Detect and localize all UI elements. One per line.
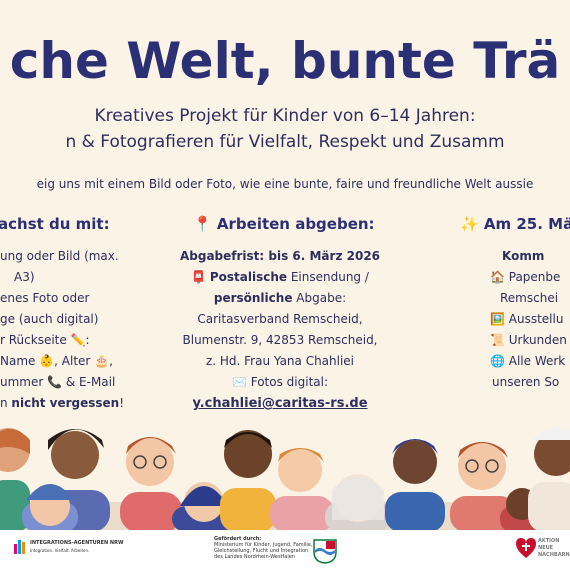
left-column-body: ung oder Bild (max. A3) enes Foto oder g… bbox=[0, 246, 140, 414]
poster-title: che Welt, bunte Trä bbox=[9, 32, 561, 90]
right-line-come: Komm bbox=[502, 249, 545, 263]
left-line: ummer 📞 & E-Mail bbox=[0, 375, 116, 389]
email-link[interactable]: y.chahliei@caritas-rs.de bbox=[192, 396, 368, 411]
child-figure bbox=[325, 474, 391, 532]
child-figure bbox=[172, 482, 236, 532]
right-line: 🖼️ Ausstellu bbox=[490, 312, 564, 326]
neue-line: NEUE bbox=[538, 545, 554, 551]
ministry-line: Ministerium für Kinder, Jugend, Familie, bbox=[214, 542, 313, 548]
right-line: Remschei bbox=[500, 291, 559, 305]
child-figure bbox=[270, 448, 334, 532]
personal-line: persönliche Abgabe: bbox=[213, 291, 347, 305]
left-line: Name 👶, Alter 🎂, bbox=[0, 354, 113, 368]
address-line: Blumenstr. 9, 42853 Remscheid, bbox=[182, 333, 378, 347]
integration-logo-text: INTEGRATIONS-AGENTUREN NRW bbox=[30, 540, 124, 546]
right-column-body: Komm 🏠 Papenbe Remschei 🖼️ Ausstellu 📜 U… bbox=[490, 246, 570, 393]
left-line: ge (auch digital) bbox=[0, 312, 99, 326]
right-line: 🏠 Papenbe bbox=[490, 270, 561, 284]
right-line: 📜 Urkunden bbox=[490, 333, 567, 347]
not-forget-emphasis: nicht vergessen bbox=[11, 396, 120, 410]
ministry-funding: Gefördert durch: Ministerium für Kinder,… bbox=[214, 536, 344, 560]
left-line: enes Foto oder bbox=[0, 291, 90, 305]
children-illustration bbox=[0, 427, 570, 532]
child-figure bbox=[120, 437, 182, 532]
left-line: A3) bbox=[14, 270, 35, 284]
child-figure bbox=[385, 439, 445, 532]
aktion-line: AKTION bbox=[538, 538, 560, 544]
child-figure bbox=[450, 442, 516, 532]
child-figure bbox=[22, 484, 78, 532]
middle-column-body: Abgabefrist: bis 6. März 2026 📮 Postalis… bbox=[170, 246, 390, 414]
child-figure bbox=[528, 427, 570, 532]
right-line: 🌐 Alle Werk bbox=[490, 354, 566, 368]
nrw-coat-of-arms-icon bbox=[313, 539, 337, 564]
footer-bar: INTEGRATIONS-AGENTUREN NRW Integration. … bbox=[0, 530, 570, 570]
subtitle-line-1: Kreatives Projekt für Kinder von 6–14 Ja… bbox=[94, 106, 476, 126]
tagline: eig uns mit einem Bild oder Foto, wie ei… bbox=[36, 177, 534, 191]
subtitle-line-2: n & Fotografieren für Vielfalt, Respekt … bbox=[65, 132, 505, 152]
right-line: unseren So bbox=[492, 375, 560, 389]
ministry-line: Gleichstellung, Flucht und Integration bbox=[214, 548, 309, 554]
postal-line: 📮 Postalische Einsendung / bbox=[191, 270, 369, 284]
integration-logo-sub: Integration. Vielfalt. Arbeiten. bbox=[30, 548, 90, 553]
photos-digital-line: ✉️ Fotos digital: bbox=[231, 375, 329, 389]
right-column-heading: ✨ Am 25. Mär bbox=[460, 215, 570, 233]
mailbox-icon: 📮 bbox=[191, 270, 207, 284]
address-line: Caritasverband Remscheid, bbox=[197, 312, 363, 326]
left-line-last: n nicht vergessen! bbox=[0, 396, 125, 410]
ministry-line: des Landes Nordrhein-Westfalen bbox=[214, 554, 295, 560]
funding-label: Gefördert durch: bbox=[214, 536, 262, 542]
heart-cross-icon bbox=[516, 538, 536, 558]
integration-logo-icon bbox=[14, 540, 25, 554]
nachbarn-line: NACHBARN bbox=[538, 552, 570, 558]
middle-column-heading: 📍 Arbeiten abgeben: bbox=[193, 215, 375, 233]
left-line: r Rückseite ✏️: bbox=[0, 333, 90, 347]
address-line: z. Hd. Frau Yana Chahliei bbox=[205, 354, 355, 368]
left-column-heading: achst du mit: bbox=[0, 215, 110, 233]
left-line: ung oder Bild (max. bbox=[0, 249, 119, 263]
child-figure bbox=[220, 430, 276, 532]
deadline-text: Abgabefrist: bis 6. März 2026 bbox=[179, 249, 381, 263]
